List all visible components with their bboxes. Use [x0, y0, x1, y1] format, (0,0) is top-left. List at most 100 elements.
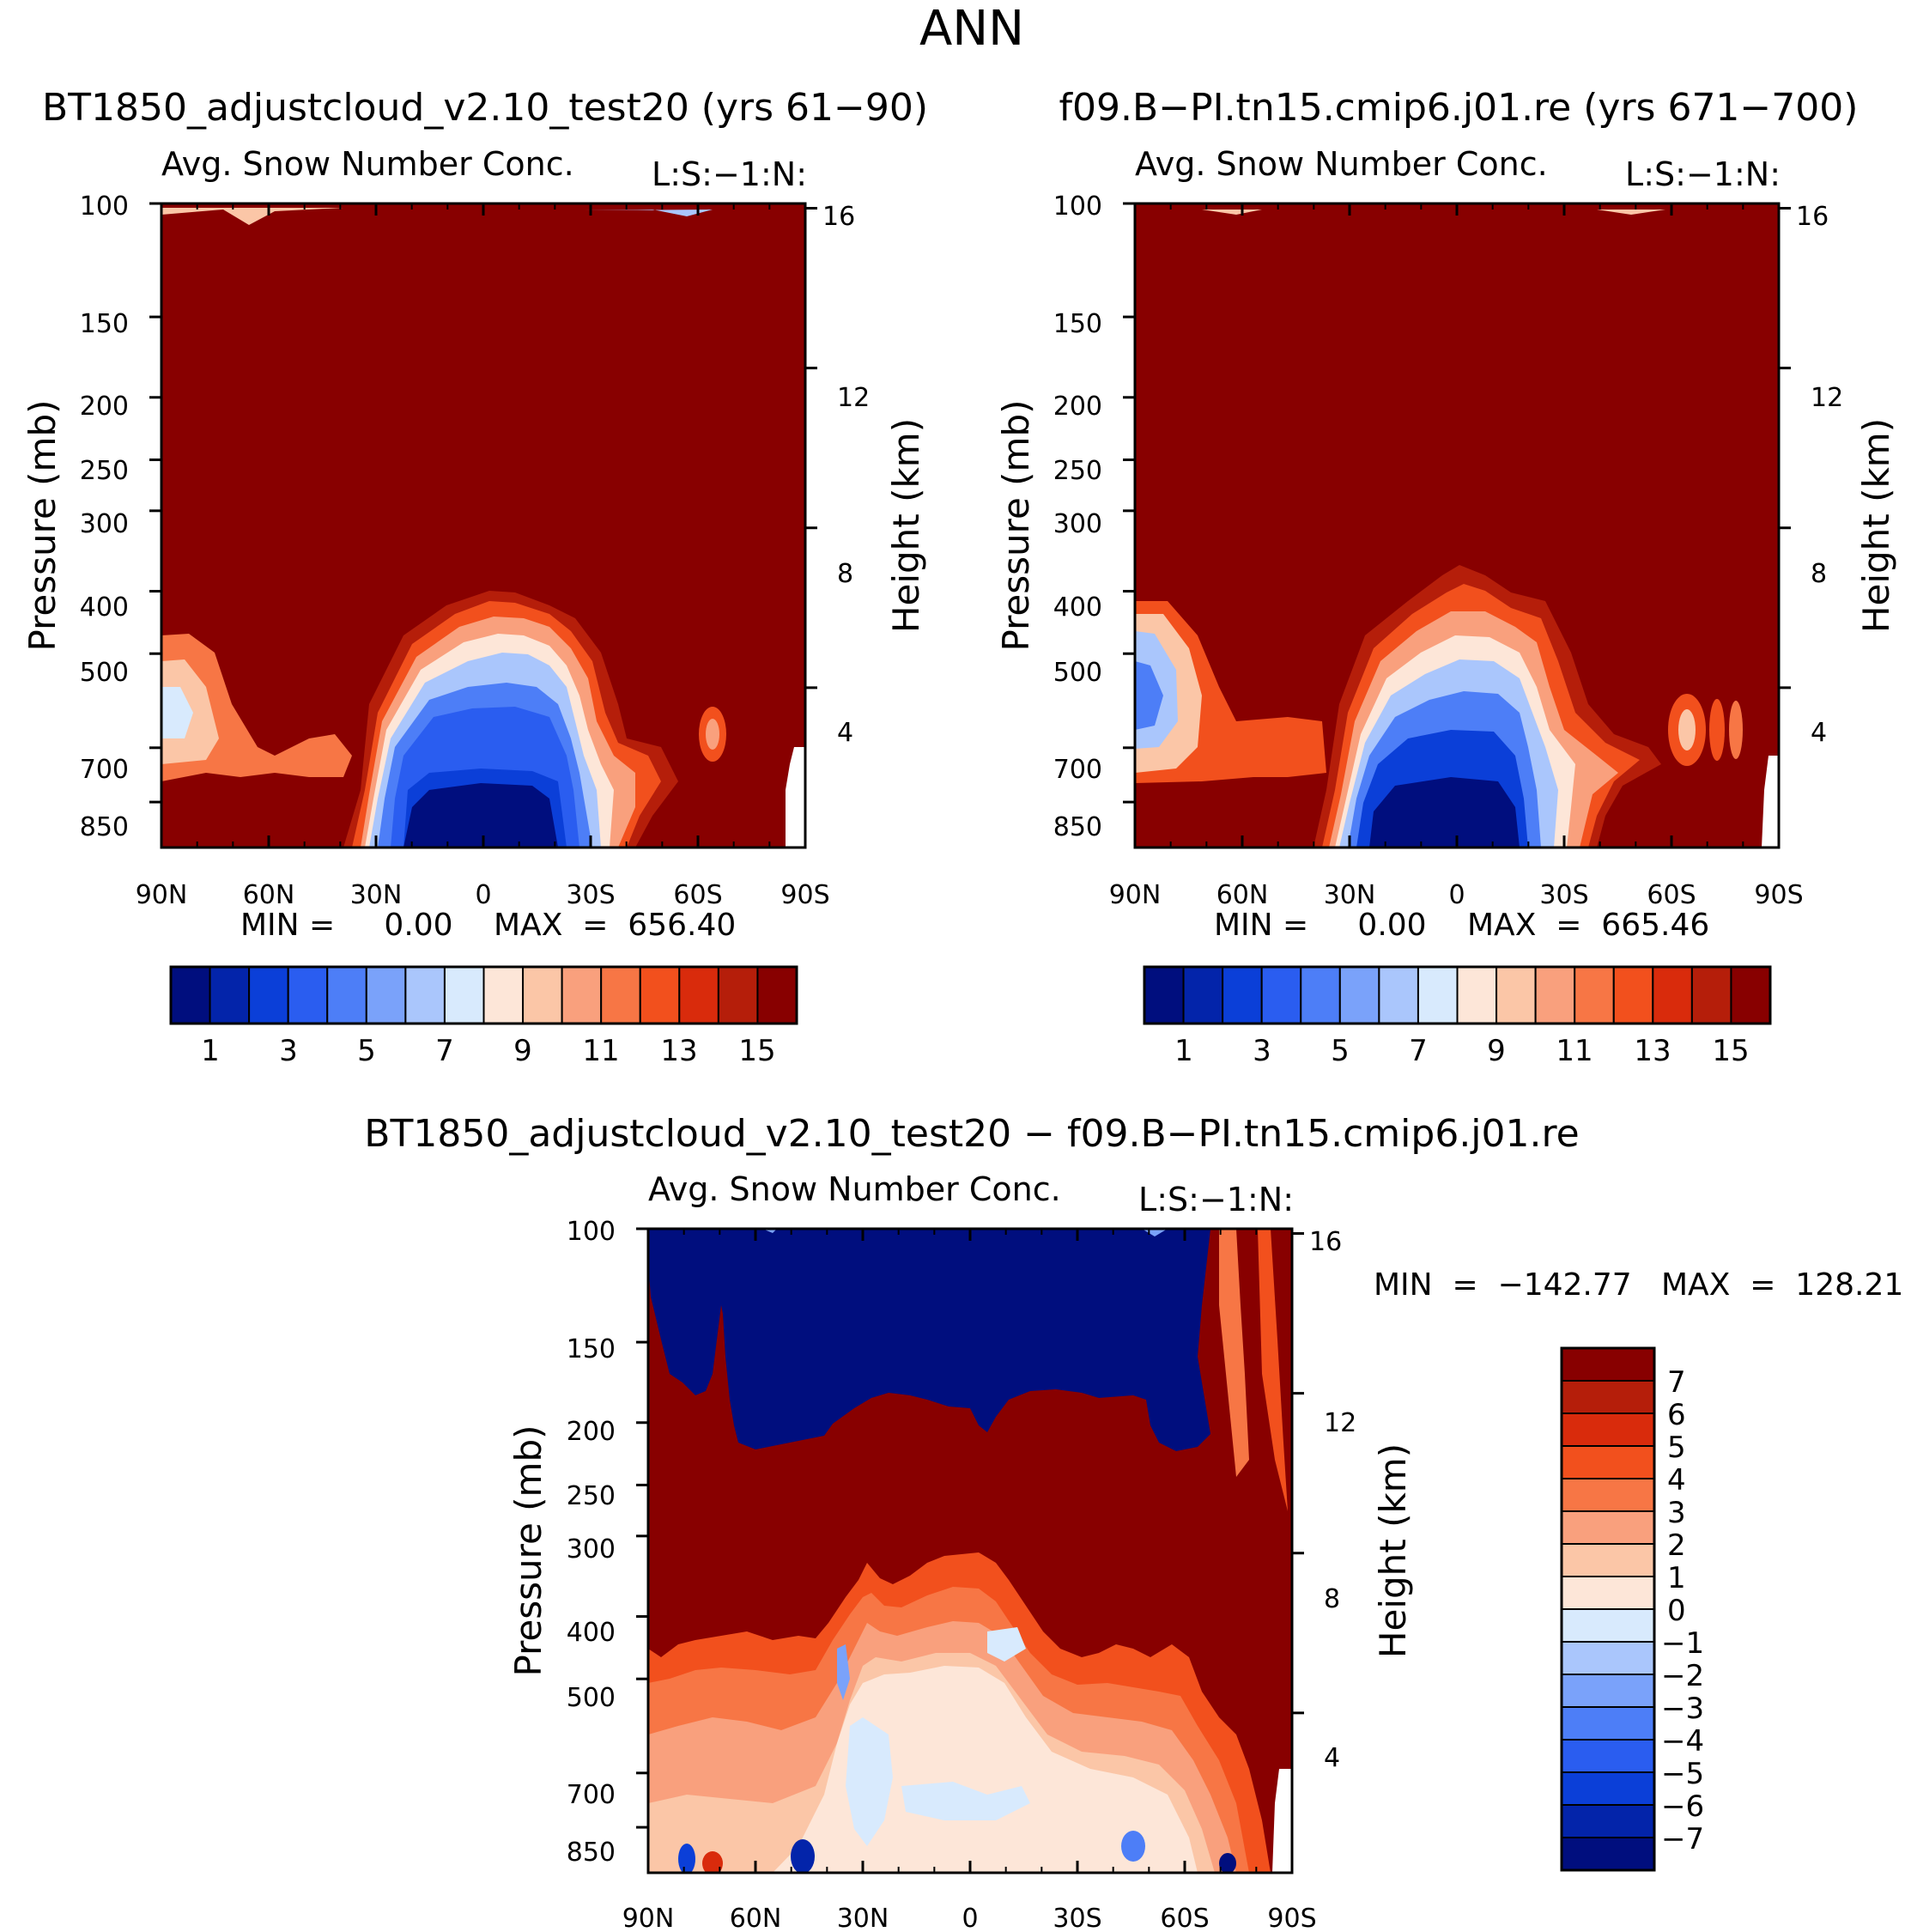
panel-b-ytick-label: 150 [1053, 309, 1102, 339]
panel-diff-colorbar-label: −6 [1661, 1789, 1704, 1824]
panel-b-ticks [1123, 202, 1791, 848]
panel-diff-ylabel: Pressure (mb) [507, 1425, 549, 1676]
panel-b-ytick-label: 400 [1053, 592, 1102, 623]
panel-diff-neg-patch-2 [987, 1627, 1026, 1662]
panel-a-max-text: MAX = 656.40 [494, 908, 736, 943]
colorbar-box [1561, 1706, 1655, 1741]
panel-a-xtick-label: 30S [566, 880, 615, 910]
panel-b-missing-notch [1762, 756, 1779, 848]
panel-b-colorbar-label: 7 [1409, 1034, 1428, 1068]
panel-diff-neg-patch-1 [846, 1717, 893, 1846]
panel-diff-xtick-label: 90S [1267, 1904, 1316, 1932]
panel-b-ytick-label: 100 [1053, 191, 1102, 222]
colorbar-box [443, 966, 485, 1024]
colorbar-box [1222, 966, 1263, 1024]
panel-b-top-band-right [1597, 210, 1665, 215]
panel-b-title: f09.B−PI.tn15.cmip6.j01.re (yrs 671−700) [1059, 86, 1859, 130]
panel-a-colorbar-label: 5 [357, 1034, 376, 1068]
panel-diff-y2label: Height (km) [1372, 1443, 1414, 1658]
panel-diff-neg-patch-4 [837, 1644, 850, 1700]
panel-b-ylabel: Pressure (mb) [995, 399, 1037, 651]
colorbar-box [561, 966, 603, 1024]
panel-a-subtitle: Avg. Snow Number Conc. [161, 145, 574, 183]
colorbar-box [1561, 1837, 1655, 1871]
panel-a-colorbar-label: 3 [279, 1034, 298, 1068]
panel-b-ytick-label: 500 [1053, 658, 1102, 688]
panel-diff-max-text: MAX = 128.21 [1661, 1267, 1903, 1303]
colorbar-box [1561, 1347, 1655, 1382]
panel-a-xtick-label: 30N [350, 880, 403, 910]
panel-diff-colorbar [1560, 1346, 1656, 1872]
panel-b-colorbar [1143, 965, 1772, 1025]
panel-a-y2tick-label: 16 [822, 202, 855, 232]
colorbar-box [1300, 966, 1341, 1024]
colorbar-box [1561, 1413, 1655, 1447]
panel-diff-ytick-label: 250 [567, 1481, 616, 1511]
panel-diff-title: BT1850_adjustcloud_v2.10_test20 − f09.B−… [364, 1112, 1579, 1156]
colorbar-box [1561, 1771, 1655, 1806]
panel-a-colorbar-label: 7 [435, 1034, 454, 1068]
panel-b-y2tick-label: 16 [1796, 202, 1829, 232]
colorbar-box [1456, 966, 1498, 1024]
panel-a-y2tick-label: 12 [837, 383, 870, 413]
colorbar-box [1561, 1510, 1655, 1545]
panel-b-top-band [1202, 210, 1262, 215]
panel-b-colorbar-label: 9 [1487, 1034, 1506, 1068]
colorbar-box [1260, 966, 1302, 1024]
colorbar-box [209, 966, 251, 1024]
panel-diff-colorbar-label: −3 [1661, 1692, 1704, 1726]
colorbar-frame [169, 965, 798, 1025]
panel-a-ylabel: Pressure (mb) [21, 399, 64, 651]
panel-diff-contour-field [648, 1229, 1292, 1873]
panel-diff-y2tick-label: 12 [1324, 1408, 1356, 1438]
panel-diff-colorbar-label: 4 [1667, 1463, 1686, 1498]
panel-diff-surface-speck-3 [791, 1839, 815, 1873]
colorbar-box [1612, 966, 1654, 1024]
colorbar-box [1561, 1674, 1655, 1708]
panel-b-blob-70s [1709, 699, 1725, 761]
panel-diff-neg-region [648, 1229, 1210, 1451]
panel-a-colorbar-label: 9 [513, 1034, 532, 1068]
panel-diff-ytick-label: 100 [567, 1217, 616, 1247]
colorbar-box [1561, 1608, 1655, 1643]
panel-b-colorbar-label: 1 [1174, 1034, 1193, 1068]
panel-a-bulge-core [403, 783, 558, 848]
panel-diff-ytick-label: 850 [567, 1838, 616, 1868]
panel-b-xtick-label: 0 [1448, 880, 1465, 910]
panel-b-xtick-label: 90N [1109, 880, 1162, 910]
panel-a-ticks [149, 202, 817, 848]
panel-diff-y2tick-label: 4 [1324, 1743, 1340, 1773]
page-title: ANN [919, 1, 1024, 57]
panel-b-y2tick-label: 12 [1811, 383, 1843, 413]
colorbar-box [287, 966, 329, 1024]
colorbar-box [1690, 966, 1732, 1024]
colorbar-box [600, 966, 641, 1024]
panel-a-blob-60s-core [706, 719, 719, 750]
panel-b-y2label: Height (km) [1855, 418, 1897, 633]
panel-diff-xtick-label: 90N [622, 1904, 675, 1932]
colorbar-box [1574, 966, 1615, 1024]
panel-b-xtick-label: 60S [1647, 880, 1696, 910]
colorbar-box [1561, 1380, 1655, 1414]
panel-b-y2tick-label: 8 [1811, 559, 1827, 589]
colorbar-box [1144, 966, 1185, 1024]
colorbar-box [1417, 966, 1459, 1024]
panel-b-lobe-nh-core [1135, 661, 1163, 730]
colorbar-box [482, 966, 525, 1024]
panel-a-ytick-label: 400 [80, 592, 129, 623]
panel-a-top-band-right [584, 210, 713, 216]
panel-diff-colorbar-label: −2 [1661, 1659, 1704, 1693]
panel-diff-ticks [636, 1227, 1304, 1873]
panel-diff-ytick-label: 500 [567, 1683, 616, 1713]
panel-diff-colorbar-label: 6 [1667, 1398, 1686, 1432]
panel-diff-xtick-label: 30N [837, 1904, 889, 1932]
colorbar-box [365, 966, 407, 1024]
panel-diff-ytick-label: 700 [567, 1780, 616, 1810]
panel-a-xtick-label: 90N [136, 880, 188, 910]
panel-b-xtick-label: 30N [1324, 880, 1376, 910]
panel-diff-xtick-label: 0 [962, 1904, 978, 1932]
panel-diff-xtick-label: 60S [1160, 1904, 1209, 1932]
panel-diff-min-text: MIN = −142.77 [1374, 1267, 1632, 1303]
panel-b-max-text: MAX = 665.46 [1467, 908, 1709, 943]
